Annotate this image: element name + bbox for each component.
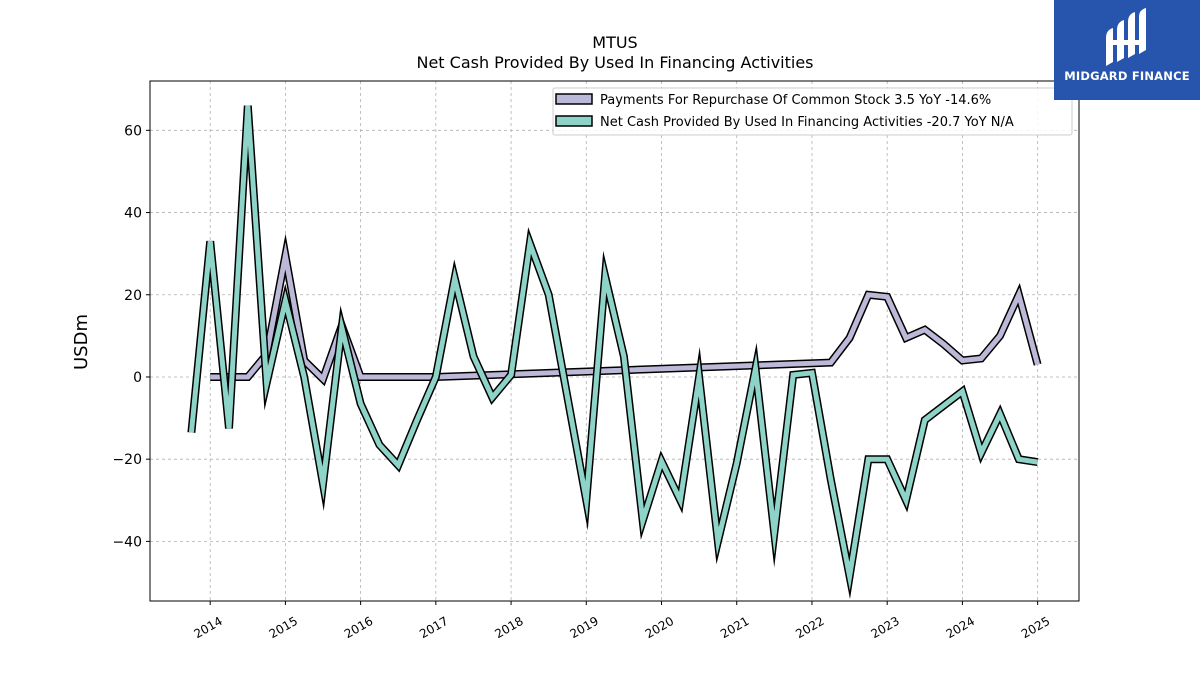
legend-box — [552, 87, 1073, 136]
y-axis-ticks: −40 −20 0 20 40 60 — [112, 123, 150, 550]
midgard-finance-logo: MIDGARD FINANCE — [1054, 0, 1200, 100]
x-tick-label: 2018 — [492, 614, 525, 641]
x-tick-label: 2024 — [944, 614, 977, 641]
series-layer — [187, 105, 1042, 600]
chart-subtitle: Net Cash Provided By Used In Financing A… — [416, 53, 813, 72]
grid — [150, 81, 1079, 601]
x-axis-ticks: 2014 2015 2016 2017 2018 2019 2020 2021 2022 2023… — [191, 601, 1052, 641]
plot-frame — [149, 80, 1080, 602]
y-tick-label: −20 — [112, 452, 142, 468]
y-tick-label: 60 — [124, 123, 142, 139]
x-tick-label: 2025 — [1019, 614, 1052, 641]
legend-label-financing: Net Cash Provided By Used In Financing A… — [600, 115, 1014, 130]
x-tick-label: 2019 — [568, 614, 601, 641]
y-tick-label: 0 — [133, 370, 142, 386]
x-tick-label: 2021 — [718, 614, 751, 641]
logo-text: MIDGARD FINANCE — [1064, 69, 1190, 83]
series-line-0 — [210, 241, 1041, 384]
chart-title: MTUS — [592, 33, 637, 52]
legend-swatch-repurchase — [555, 93, 593, 105]
x-tick-label: 2015 — [267, 614, 300, 641]
x-tick-label: 2023 — [868, 614, 901, 641]
legend-swatch-financing — [555, 115, 593, 127]
legend: Payments For Repurchase Of Common Stock … — [552, 87, 1073, 136]
y-axis-label: USDm — [71, 314, 92, 370]
y-tick-label: −40 — [112, 534, 142, 550]
x-tick-label: 2016 — [342, 614, 375, 641]
x-tick-label: 2017 — [417, 614, 450, 641]
x-tick-label: 2020 — [643, 614, 676, 641]
series-line-1 — [188, 105, 1038, 591]
x-tick-label: 2022 — [793, 614, 826, 641]
logo-mark-icon — [1106, 8, 1146, 66]
y-tick-label: 20 — [124, 288, 142, 304]
x-tick-label: 2014 — [191, 614, 224, 641]
y-tick-label: 40 — [124, 206, 142, 222]
legend-label-repurchase: Payments For Repurchase Of Common Stock … — [600, 93, 991, 108]
series-outline-1 — [187, 105, 1039, 600]
